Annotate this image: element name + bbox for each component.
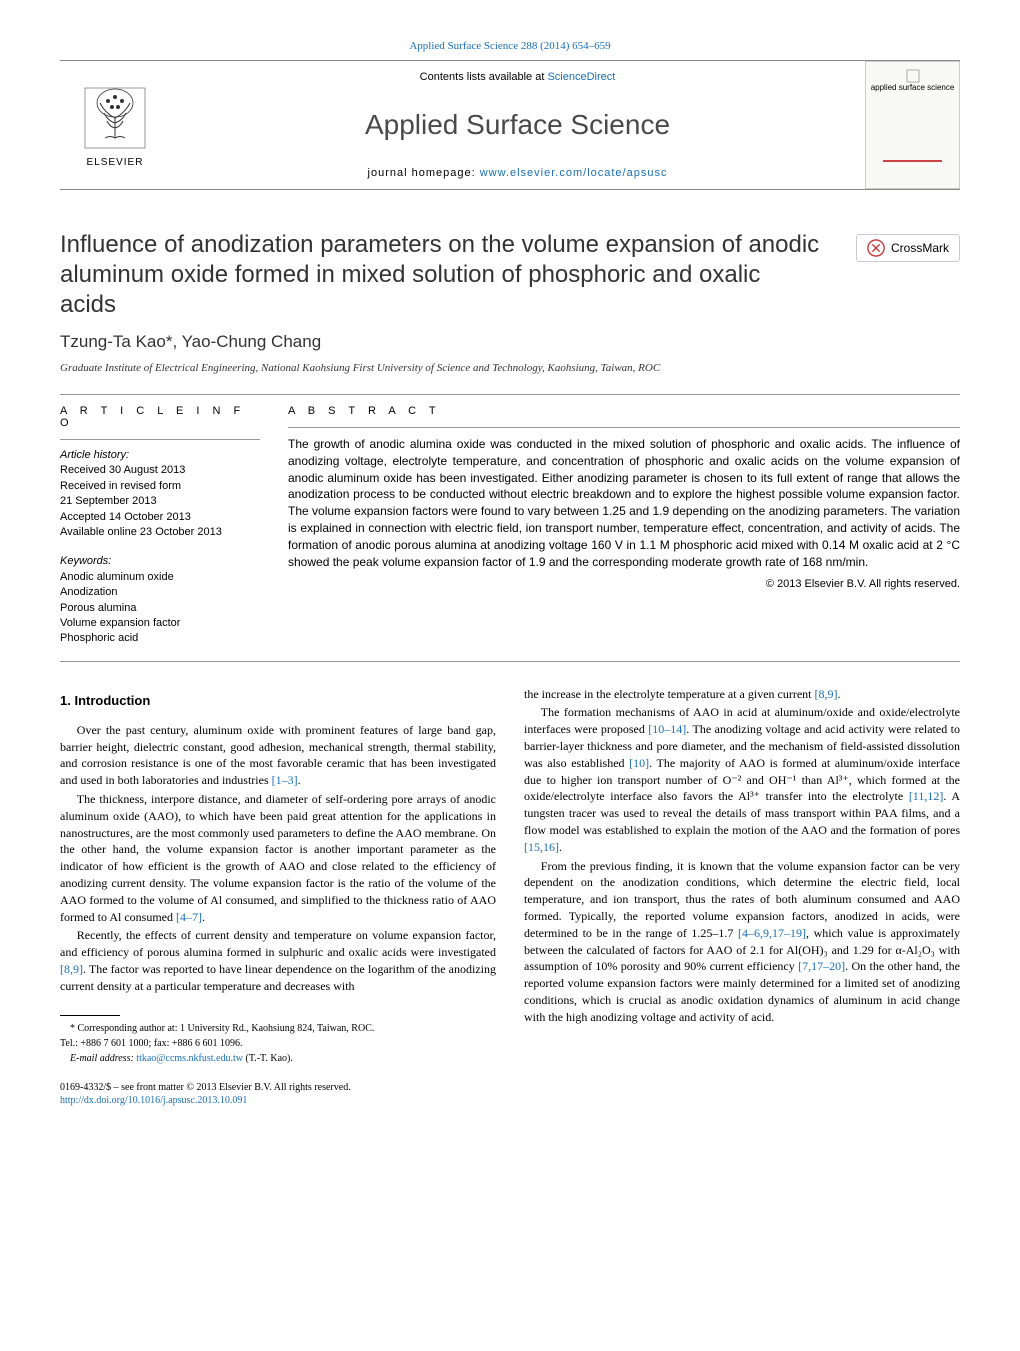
info-divider — [60, 439, 260, 440]
article-history: Article history: Received 30 August 2013… — [60, 448, 260, 540]
elsevier-tree-icon — [80, 83, 150, 153]
keyword: Porous alumina — [60, 602, 136, 614]
body-paragraph: The formation mechanisms of AAO in acid … — [524, 704, 960, 855]
reference-link[interactable]: [11,12] — [909, 789, 944, 803]
journal-header: ELSEVIER Contents lists available at Sci… — [60, 60, 960, 190]
homepage-link[interactable]: www.elsevier.com/locate/apsusc — [480, 167, 668, 179]
reference-link[interactable]: [10] — [629, 756, 649, 770]
contents-prefix: Contents lists available at — [420, 71, 548, 83]
crossmark-icon — [867, 239, 885, 257]
reference-link[interactable]: [15,16] — [524, 840, 559, 854]
elsevier-text: ELSEVIER — [87, 157, 144, 168]
divider-top — [60, 394, 960, 395]
journal-title: Applied Surface Science — [365, 109, 670, 141]
article-header: CrossMark Influence of anodization param… — [60, 230, 960, 374]
cover-accent — [883, 160, 943, 162]
crossmark-badge[interactable]: CrossMark — [856, 234, 960, 262]
article-info-column: A R T I C L E I N F O Article history: R… — [60, 405, 260, 647]
abstract-column: A B S T R A C T The growth of anodic alu… — [288, 405, 960, 647]
body-paragraph: Over the past century, aluminum oxide wi… — [60, 722, 496, 789]
reference-link[interactable]: [1–3] — [272, 773, 298, 787]
keywords-label: Keywords: — [60, 554, 260, 569]
reference-link[interactable]: [8,9] — [60, 962, 83, 976]
doi-link[interactable]: http://dx.doi.org/10.1016/j.apsusc.2013.… — [60, 1095, 247, 1106]
body-paragraph: The thickness, interpore distance, and d… — [60, 791, 496, 925]
corresponding-author: * Corresponding author at: 1 University … — [60, 1022, 496, 1035]
homepage-prefix: journal homepage: — [368, 167, 480, 179]
sciencedirect-link[interactable]: ScienceDirect — [547, 71, 615, 83]
abstract-text: The growth of anodic alumina oxide was c… — [288, 436, 960, 570]
reference-link[interactable]: [8,9] — [815, 687, 838, 701]
article-title: Influence of anodization parameters on t… — [60, 230, 960, 320]
divider-bottom — [60, 661, 960, 662]
section-1-title: 1. Introduction — [60, 692, 496, 710]
footnote-block: * Corresponding author at: 1 University … — [60, 1022, 496, 1065]
revised-label: Received in revised form — [60, 480, 181, 492]
contents-line: Contents lists available at ScienceDirec… — [420, 71, 616, 83]
accepted-date: Accepted 14 October 2013 — [60, 511, 191, 523]
journal-cover: applied surface science — [865, 61, 960, 189]
footnote-separator — [60, 1015, 120, 1016]
revised-date: 21 September 2013 — [60, 495, 157, 507]
body-paragraph: From the previous finding, it is known t… — [524, 858, 960, 1026]
journal-homepage: journal homepage: www.elsevier.com/locat… — [368, 167, 668, 179]
abstract-divider — [288, 427, 960, 428]
reference-link[interactable]: [4–6,9,17–19] — [738, 926, 806, 940]
body-column-right: the increase in the electrolyte temperat… — [524, 686, 960, 1107]
keyword: Phosphoric acid — [60, 632, 138, 644]
body-columns: 1. Introduction Over the past century, a… — [60, 686, 960, 1107]
keyword: Anodization — [60, 586, 118, 598]
online-date: Available online 23 October 2013 — [60, 526, 222, 538]
abstract-copyright: © 2013 Elsevier B.V. All rights reserved… — [288, 578, 960, 590]
author-email: E-mail address: ttkao@ccms.nkfust.edu.tw… — [60, 1052, 496, 1065]
header-center: Contents lists available at ScienceDirec… — [170, 61, 865, 189]
body-paragraph: Recently, the effects of current density… — [60, 927, 496, 994]
bottom-meta: 0169-4332/$ – see front matter © 2013 El… — [60, 1081, 496, 1107]
keyword: Anodic aluminum oxide — [60, 571, 174, 583]
cover-small-icon — [905, 68, 921, 84]
body-paragraph: the increase in the electrolyte temperat… — [524, 686, 960, 703]
abstract-heading: A B S T R A C T — [288, 405, 960, 417]
cover-small-title: applied surface science — [871, 84, 955, 93]
history-label: Article history: — [60, 449, 129, 461]
email-link[interactable]: ttkao@ccms.nkfust.edu.tw — [136, 1053, 243, 1064]
elsevier-logo: ELSEVIER — [60, 61, 170, 189]
info-abstract-row: A R T I C L E I N F O Article history: R… — [60, 405, 960, 647]
top-citation-link[interactable]: Applied Surface Science 288 (2014) 654–6… — [409, 40, 610, 52]
reference-link[interactable]: [4–7] — [176, 910, 202, 924]
reference-link[interactable]: [7,17–20] — [798, 959, 845, 973]
issn-line: 0169-4332/$ – see front matter © 2013 El… — [60, 1081, 496, 1094]
keywords-block: Keywords: Anodic aluminum oxide Anodizat… — [60, 554, 260, 646]
article-info-heading: A R T I C L E I N F O — [60, 405, 260, 429]
keyword: Volume expansion factor — [60, 617, 180, 629]
author-tel: Tel.: +886 7 601 1000; fax: +886 6 601 1… — [60, 1037, 496, 1050]
body-column-left: 1. Introduction Over the past century, a… — [60, 686, 496, 1107]
received-date: Received 30 August 2013 — [60, 464, 185, 476]
reference-link[interactable]: [10–14] — [648, 722, 686, 736]
authors: Tzung-Ta Kao*, Yao-Chung Chang — [60, 332, 960, 352]
top-citation: Applied Surface Science 288 (2014) 654–6… — [60, 40, 960, 52]
affiliation: Graduate Institute of Electrical Enginee… — [60, 362, 960, 374]
crossmark-label: CrossMark — [891, 241, 949, 255]
